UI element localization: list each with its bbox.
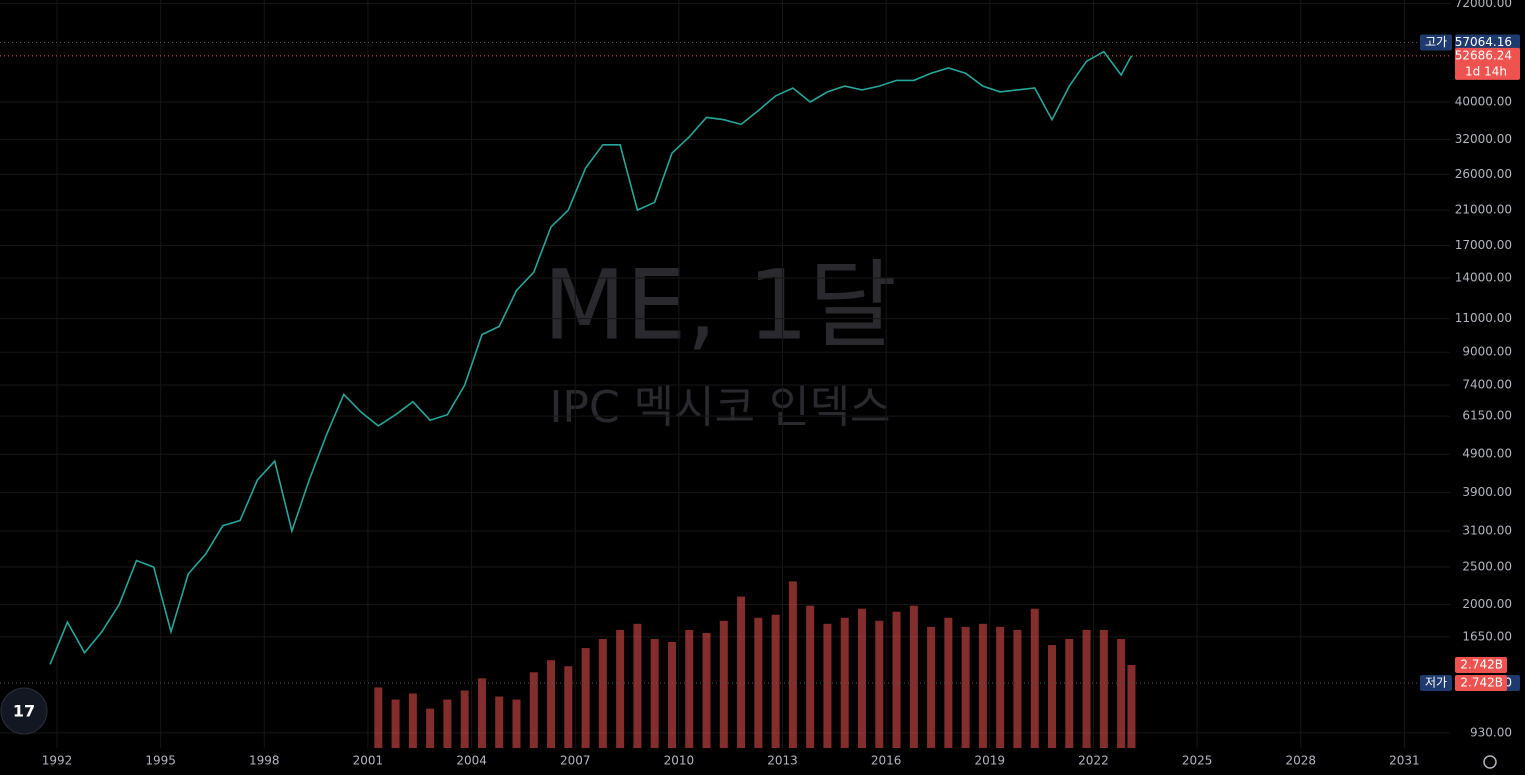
volume-bar bbox=[650, 638, 659, 748]
price-tag bbox=[1455, 34, 1520, 51]
volume-bar bbox=[1013, 629, 1022, 748]
price-tag-value: 57064.16 bbox=[1455, 35, 1512, 49]
y-tick-label: 1650.00 bbox=[1462, 629, 1512, 643]
volume-bar bbox=[892, 611, 901, 748]
volume-bar bbox=[547, 660, 556, 748]
volume-bar bbox=[978, 623, 987, 748]
logo[interactable] bbox=[0, 687, 48, 735]
y-tick-label: 2500.00 bbox=[1462, 560, 1512, 574]
y-tick-label: 9000.00 bbox=[1462, 345, 1512, 359]
volume-bar bbox=[702, 632, 711, 748]
x-tick-label: 2019 bbox=[975, 754, 1006, 768]
volume-bar bbox=[460, 690, 469, 748]
x-tick-label: 1998 bbox=[249, 754, 280, 768]
volume-bar bbox=[788, 581, 797, 748]
y-tick-label: 40000.00 bbox=[1455, 95, 1512, 109]
price-tag bbox=[1455, 47, 1520, 80]
y-tick-label: 14000.00 bbox=[1455, 271, 1512, 285]
price-countdown: 1d 14h bbox=[1465, 64, 1507, 78]
x-tick-label: 2031 bbox=[1389, 754, 1420, 768]
price-tag-label: 저가 bbox=[1425, 676, 1447, 690]
x-tick-label: 2016 bbox=[871, 754, 902, 768]
volume-bar bbox=[633, 623, 642, 748]
y-tick-label: 32000.00 bbox=[1455, 132, 1512, 146]
volume-bar bbox=[408, 693, 417, 748]
x-tick-label: 1992 bbox=[42, 754, 73, 768]
volume-bar bbox=[909, 605, 918, 748]
volume-bar bbox=[1048, 645, 1057, 748]
x-tick-label: 2022 bbox=[1078, 754, 1109, 768]
x-tick-label: 1995 bbox=[145, 754, 176, 768]
x-tick-label: 2025 bbox=[1182, 754, 1213, 768]
price-tag-label-box bbox=[1420, 675, 1452, 692]
volume-bar bbox=[667, 642, 676, 748]
volume-bar bbox=[443, 699, 452, 748]
volume-bar bbox=[581, 648, 590, 748]
volume-bar bbox=[719, 620, 728, 748]
x-tick-label: 2007 bbox=[560, 754, 591, 768]
volume-bar bbox=[927, 626, 936, 748]
y-tick-label: 4900.00 bbox=[1462, 447, 1512, 461]
watermark-title: ME, 1달 bbox=[543, 249, 897, 361]
settings-icon[interactable] bbox=[1483, 755, 1497, 769]
volume-bar bbox=[771, 614, 780, 748]
x-tick-label: 2001 bbox=[353, 754, 384, 768]
volume-bar bbox=[391, 699, 400, 748]
volume-bar bbox=[477, 678, 486, 748]
volume-bar bbox=[495, 696, 504, 748]
y-tick-label: 930.00 bbox=[1470, 725, 1512, 739]
volume-bar bbox=[1127, 664, 1136, 748]
x-tick-label: 2013 bbox=[767, 754, 798, 768]
volume-bar bbox=[806, 605, 815, 748]
volume-bar bbox=[1065, 638, 1074, 748]
volume-bar bbox=[529, 672, 538, 748]
price-tag-label-box bbox=[1420, 34, 1452, 51]
volume-bar bbox=[754, 617, 763, 748]
volume-bar bbox=[1117, 638, 1126, 748]
volume-bar bbox=[512, 699, 521, 748]
volume-bar bbox=[1082, 629, 1091, 748]
y-tick-label: 6150.00 bbox=[1462, 409, 1512, 423]
volume-bar bbox=[616, 629, 625, 748]
logo-mark: 17 bbox=[13, 702, 35, 721]
x-tick-label: 2028 bbox=[1285, 754, 1316, 768]
y-tick-label: 7400.00 bbox=[1462, 378, 1512, 392]
volume-bar bbox=[685, 629, 694, 748]
volume-bar bbox=[961, 626, 970, 748]
price-line bbox=[49, 50, 1133, 665]
price-tag bbox=[1455, 674, 1507, 691]
volume-bar bbox=[564, 666, 573, 748]
price-tag-label: 고가 bbox=[1425, 35, 1447, 49]
x-tick-label: 2010 bbox=[664, 754, 695, 768]
y-tick-label: 3900.00 bbox=[1462, 485, 1512, 499]
volume-bar bbox=[598, 638, 607, 748]
volume-bar bbox=[996, 626, 1005, 748]
volume-bar bbox=[875, 620, 884, 748]
volume-bar bbox=[1099, 629, 1108, 748]
volume-bar bbox=[1030, 608, 1039, 748]
volume-tag-value: 2.742B bbox=[1460, 657, 1503, 671]
y-tick-label: 72000.00 bbox=[1455, 0, 1512, 10]
price-tag-value: 52686.24 bbox=[1455, 48, 1512, 62]
price-tag bbox=[1455, 656, 1507, 673]
y-tick-label: 21000.00 bbox=[1455, 203, 1512, 217]
watermark-subtitle: IPC 멕시코 인덱스 bbox=[549, 382, 890, 433]
y-tick-label: 3100.00 bbox=[1462, 523, 1512, 537]
volume-bar bbox=[426, 708, 435, 748]
volume-bar bbox=[857, 608, 866, 748]
y-tick-label: 2000.00 bbox=[1462, 597, 1512, 611]
volume-bar bbox=[737, 596, 746, 748]
volume-tag-value: 2.742B bbox=[1460, 675, 1503, 689]
x-tick-label: 2004 bbox=[456, 754, 487, 768]
y-tick-label: 17000.00 bbox=[1455, 238, 1512, 252]
volume-bar bbox=[823, 623, 832, 748]
volume-bar bbox=[374, 687, 383, 748]
y-tick-label: 26000.00 bbox=[1455, 167, 1512, 181]
plot bbox=[0, 0, 1450, 748]
y-tick-label: 11000.00 bbox=[1455, 311, 1512, 325]
